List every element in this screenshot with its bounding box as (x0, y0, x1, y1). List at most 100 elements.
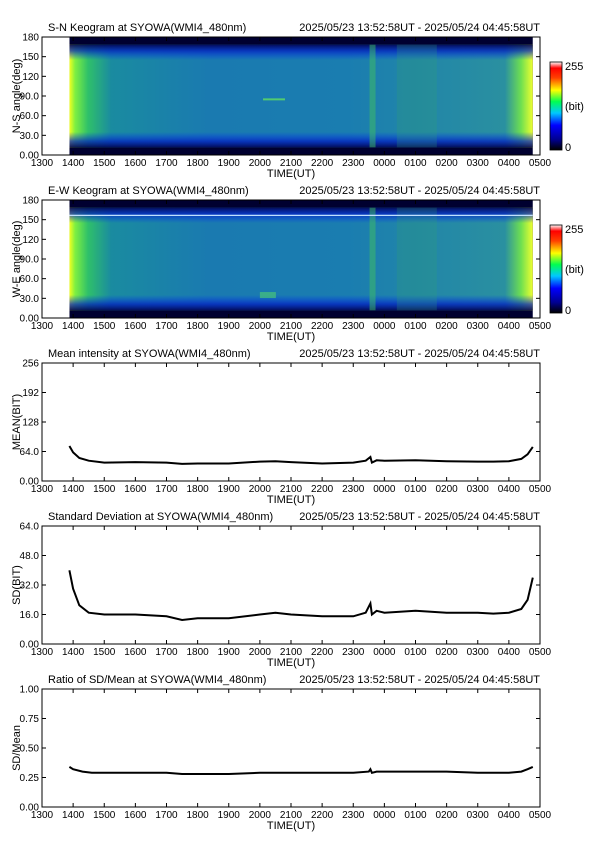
x-tick-label: 0500 (529, 321, 552, 332)
y-tick-label: 0.00 (20, 477, 40, 488)
x-tick-label: 1700 (155, 158, 178, 169)
x-tick-label: 0500 (529, 647, 552, 658)
keogram-streak (369, 44, 376, 148)
y-axis-label: W-E angle(deg) (11, 221, 23, 298)
x-tick-label: 0400 (498, 484, 521, 495)
x-tick-label: 1400 (62, 158, 85, 169)
x-tick-label: 1700 (155, 321, 178, 332)
x-tick-label: 1900 (218, 158, 241, 169)
chart-title: Mean intensity at SYOWA(WMI4_480nm) (48, 348, 251, 360)
x-tick-label: 1600 (124, 158, 147, 169)
x-tick-label: 0400 (498, 158, 521, 169)
colorbar (549, 61, 563, 151)
x-tick-label: 2300 (342, 484, 365, 495)
y-tick-label: 0.00 (20, 640, 40, 651)
x-tick-label: 2300 (342, 158, 365, 169)
x-tick-label: 0000 (373, 158, 396, 169)
y-tick-label: 60.0 (20, 111, 40, 122)
x-tick-label: 2300 (342, 810, 365, 821)
x-tick-label: 0500 (529, 484, 552, 495)
colorbar-max-label: 255 (565, 224, 583, 236)
x-tick-label: 0000 (373, 647, 396, 658)
x-tick-label: 0400 (498, 647, 521, 658)
y-tick-label: 64.0 (20, 447, 40, 458)
y-tick-label: 60.0 (20, 274, 40, 285)
keogram-edge-shading (69, 44, 533, 148)
x-tick-label: 0100 (404, 321, 427, 332)
keogram-band (396, 207, 437, 311)
x-tick-label: 0300 (467, 647, 490, 658)
x-tick-label: 1400 (62, 810, 85, 821)
x-tick-label: 1300 (31, 321, 54, 332)
y-tick-label: 0.00 (20, 314, 40, 325)
plot-frame (41, 525, 541, 645)
y-tick-label: 30.0 (20, 131, 40, 142)
colorbar-unit-label: (bit) (565, 101, 584, 113)
x-tick-label: 1900 (218, 321, 241, 332)
x-tick-label: 2100 (280, 158, 303, 169)
x-tick-label: 0200 (436, 321, 459, 332)
x-tick-label: 1400 (62, 647, 85, 658)
y-tick-label: 30.0 (20, 294, 40, 305)
x-tick-label: 1400 (62, 484, 85, 495)
y-tick-label: 120 (22, 72, 39, 83)
x-tick-label: 1300 (31, 484, 54, 495)
x-tick-label: 1400 (62, 321, 85, 332)
x-tick-label: 0400 (498, 810, 521, 821)
x-tick-label: 0300 (467, 484, 490, 495)
y-tick-label: 0.25 (20, 773, 40, 784)
x-tick-label: 1800 (187, 321, 210, 332)
y-tick-label: 48.0 (20, 551, 40, 562)
colorbar-max-label: 255 (565, 61, 583, 73)
x-axis-label: TIME(UT) (267, 657, 315, 669)
keogram-feature (259, 292, 276, 299)
x-tick-label: 2000 (249, 484, 272, 495)
x-tick-label: 1800 (187, 810, 210, 821)
x-tick-label: 1300 (31, 647, 54, 658)
x-tick-label: 0200 (436, 647, 459, 658)
x-tick-label: 2100 (280, 647, 303, 658)
x-tick-label: 1900 (218, 647, 241, 658)
x-tick-label: 1800 (187, 484, 210, 495)
keogram-feature (262, 98, 285, 101)
y-tick-label: 256 (22, 359, 39, 370)
x-tick-label: 2200 (311, 484, 334, 495)
x-tick-label: 0100 (404, 647, 427, 658)
keogram-band (396, 44, 437, 148)
x-axis-label: TIME(UT) (267, 820, 315, 832)
x-tick-label: 1900 (218, 810, 241, 821)
keogram-edge-shading (69, 207, 533, 311)
x-tick-label: 0200 (436, 810, 459, 821)
x-tick-label: 1500 (93, 321, 116, 332)
y-tick-label: 90.0 (20, 255, 40, 266)
x-tick-label: 2300 (342, 647, 365, 658)
x-tick-label: 1300 (31, 158, 54, 169)
y-tick-label: 64.0 (20, 522, 40, 533)
x-tick-label: 1900 (218, 484, 241, 495)
series-line (68, 445, 534, 465)
x-tick-label: 1700 (155, 810, 178, 821)
x-tick-label: 0100 (404, 810, 427, 821)
x-tick-label: 1600 (124, 810, 147, 821)
y-tick-label: 128 (22, 418, 39, 429)
x-tick-label: 2200 (311, 810, 334, 821)
x-tick-label: 2200 (311, 647, 334, 658)
x-tick-label: 0300 (467, 321, 490, 332)
time-range-label: 2025/05/23 13:52:58UT - 2025/05/24 04:45… (299, 348, 540, 360)
x-tick-label: 1700 (155, 484, 178, 495)
x-tick-label: 1700 (155, 647, 178, 658)
x-tick-label: 1500 (93, 158, 116, 169)
x-tick-label: 0500 (529, 158, 552, 169)
x-tick-label: 0300 (467, 158, 490, 169)
x-tick-label: 0000 (373, 810, 396, 821)
x-tick-label: 0000 (373, 321, 396, 332)
x-tick-label: 0400 (498, 321, 521, 332)
x-tick-label: 0300 (467, 810, 490, 821)
time-range-label: 2025/05/23 13:52:58UT - 2025/05/24 04:45… (299, 185, 540, 197)
y-tick-label: 90.0 (20, 92, 40, 103)
x-tick-label: 1800 (187, 647, 210, 658)
chart-title: S-N Keogram at SYOWA(WMI4_480nm) (48, 22, 246, 34)
y-tick-label: 0.00 (20, 803, 40, 814)
y-tick-label: 0.75 (20, 714, 40, 725)
